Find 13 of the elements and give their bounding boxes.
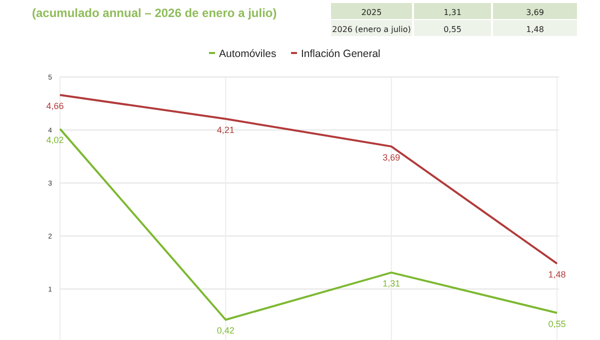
data-label: 1,31: [382, 278, 400, 289]
data-label: 4,66: [46, 101, 64, 112]
data-label: 3,69: [382, 152, 400, 162]
data-label: 4,02: [46, 134, 64, 145]
values-table-row: 2026 (enero a julio) 0,55 1,48: [331, 20, 577, 36]
data-label: 0,42: [216, 326, 234, 336]
data-label: 0,55: [548, 318, 566, 329]
chart-title: (acumulado annual – 2026 de enero a julio): [32, 6, 277, 20]
legend-label: Automóviles: [219, 48, 276, 60]
data-label: 1,48: [548, 270, 566, 280]
legend-label: Inflación General: [301, 48, 380, 60]
values-table-row: 2025 1,31 3,69: [331, 3, 577, 19]
data-label: 4,21: [216, 124, 234, 135]
